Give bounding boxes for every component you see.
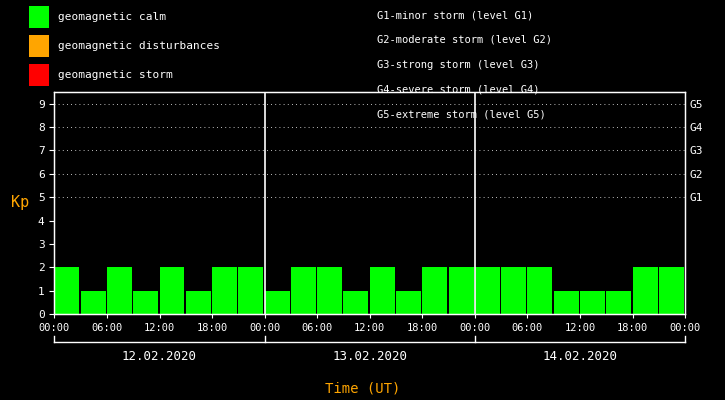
Text: G5-extreme storm (level G5): G5-extreme storm (level G5) [377, 109, 546, 119]
Bar [632, 267, 658, 314]
Bar [422, 267, 447, 314]
Bar [449, 267, 473, 314]
Text: 14.02.2020: 14.02.2020 [542, 350, 618, 363]
Bar [580, 291, 605, 314]
Text: 12.02.2020: 12.02.2020 [122, 350, 197, 363]
Text: geomagnetic storm: geomagnetic storm [58, 70, 173, 80]
Text: G3-strong storm (level G3): G3-strong storm (level G3) [377, 60, 539, 70]
Text: G2-moderate storm (level G2): G2-moderate storm (level G2) [377, 35, 552, 45]
Bar [212, 267, 237, 314]
Text: geomagnetic calm: geomagnetic calm [58, 12, 166, 22]
Bar [370, 267, 394, 314]
Text: Time (UT): Time (UT) [325, 382, 400, 396]
Bar [396, 291, 421, 314]
Text: G1-minor storm (level G1): G1-minor storm (level G1) [377, 10, 534, 20]
Text: geomagnetic disturbances: geomagnetic disturbances [58, 41, 220, 51]
Bar [54, 267, 79, 314]
Text: 13.02.2020: 13.02.2020 [332, 350, 407, 363]
Bar [291, 267, 316, 314]
Bar [554, 291, 579, 314]
Bar [133, 291, 158, 314]
Bar [501, 267, 526, 314]
Bar [317, 267, 342, 314]
Text: Kp: Kp [11, 196, 29, 210]
Text: G4-severe storm (level G4): G4-severe storm (level G4) [377, 84, 539, 94]
Bar [606, 291, 631, 314]
Bar [527, 267, 552, 314]
Bar [107, 267, 132, 314]
Bar [659, 267, 684, 314]
Bar [239, 267, 263, 314]
Bar [265, 291, 289, 314]
Bar [475, 267, 500, 314]
Bar [80, 291, 106, 314]
Bar [186, 291, 211, 314]
Bar [344, 291, 368, 314]
Bar [160, 267, 184, 314]
